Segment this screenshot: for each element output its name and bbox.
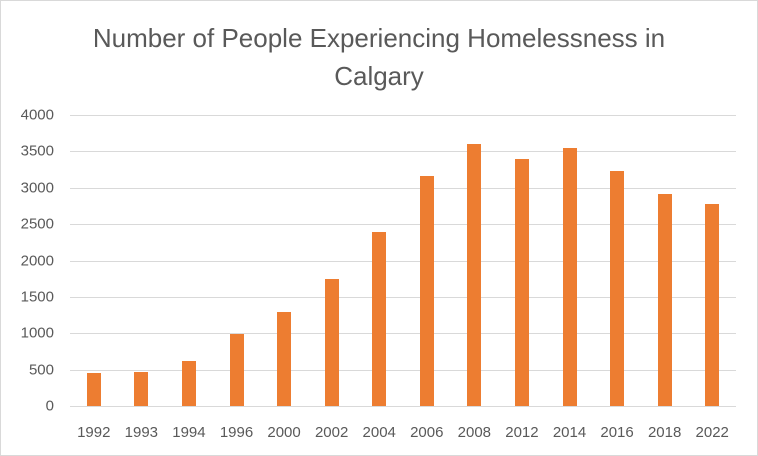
bar-2012 <box>514 159 529 406</box>
bar-1992 <box>86 373 101 406</box>
gridline <box>70 296 736 298</box>
chart-title-line-2: Calgary <box>334 61 424 91</box>
gridline <box>70 151 736 153</box>
bar-2016 <box>610 171 625 406</box>
x-tick-label: 2014 <box>552 424 587 441</box>
gridline <box>70 406 736 407</box>
bar-2000 <box>277 311 292 406</box>
x-tick-label: 1996 <box>219 424 254 441</box>
x-tick-label: 2008 <box>457 424 492 441</box>
y-tick-label: 500 <box>28 361 54 379</box>
y-tick-label: 3000 <box>20 179 54 197</box>
bar-2002 <box>324 279 339 406</box>
x-tick-label: 2006 <box>410 424 444 441</box>
plot-area <box>70 115 736 407</box>
bar-1996 <box>229 333 244 406</box>
y-tick-label: 1000 <box>20 324 54 342</box>
y-tick-label: 4000 <box>20 106 54 124</box>
y-tick-label: 0 <box>45 397 54 415</box>
gridline <box>70 369 736 371</box>
x-tick-label: 2004 <box>362 424 396 441</box>
y-tick-label: 2500 <box>20 215 54 233</box>
y-tick-label: 2000 <box>20 252 54 269</box>
bar-2018 <box>657 193 672 406</box>
chart-title-line-1: Number of People Experiencing Homelessne… <box>92 23 666 53</box>
bar-2004 <box>372 232 387 406</box>
gridline <box>70 224 736 226</box>
gridline <box>70 187 736 189</box>
x-tick-label: 2016 <box>600 424 634 441</box>
gridline <box>70 115 736 116</box>
x-tick-label: 2018 <box>647 424 682 441</box>
gridline <box>70 333 736 335</box>
bar-1994 <box>181 361 196 406</box>
y-tick-label: 1500 <box>20 288 54 306</box>
x-tick-label: 2012 <box>505 424 539 441</box>
x-tick-label: 1994 <box>172 424 206 441</box>
bar-2006 <box>419 176 434 406</box>
y-tick-label: 3500 <box>20 142 54 160</box>
x-tick-label: 1993 <box>124 424 159 441</box>
bar-1993 <box>134 371 149 406</box>
x-tick-label: 2002 <box>314 424 349 441</box>
bar-2022 <box>705 204 720 406</box>
bar-2014 <box>562 147 577 406</box>
x-tick-label: 1992 <box>77 424 111 441</box>
x-tick-label: 2022 <box>695 424 729 441</box>
gridline <box>70 260 736 262</box>
bar-2008 <box>467 144 482 406</box>
x-tick-label: 2000 <box>267 424 301 441</box>
